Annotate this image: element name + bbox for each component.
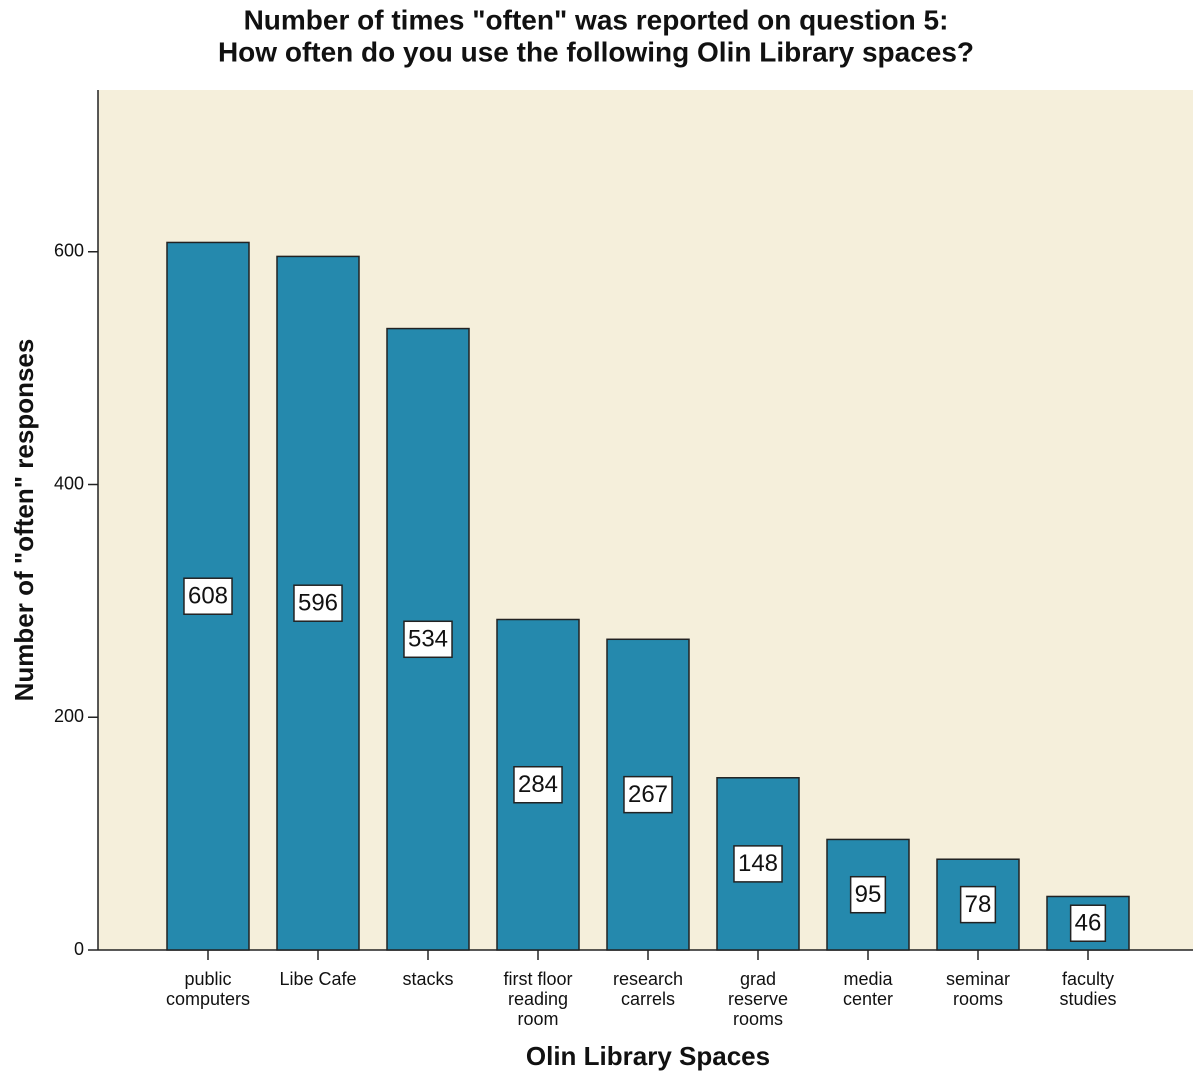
- y-axis-label: Number of "often" responses: [9, 339, 39, 702]
- x-tick-label: stacks: [402, 969, 453, 989]
- y-tick-label: 600: [54, 241, 84, 261]
- value-label: 78: [965, 891, 992, 918]
- value-label-box: [513, 765, 563, 804]
- value-label: 148: [738, 850, 778, 877]
- value-label-box: [849, 875, 887, 914]
- value-label-box: [623, 775, 673, 814]
- value-label: 608: [188, 583, 228, 610]
- y-tick-label: 400: [54, 473, 84, 493]
- value-label-group: 596: [293, 584, 343, 622]
- value-label-group: 46: [1069, 904, 1107, 942]
- value-label: 267: [628, 781, 668, 808]
- value-label-group: 78: [959, 885, 997, 924]
- value-label-box: [733, 845, 783, 883]
- value-label-group: 267: [623, 775, 673, 814]
- value-label: 284: [518, 771, 558, 798]
- value-label-group: 148: [733, 845, 783, 883]
- value-label-group: 284: [513, 765, 563, 804]
- value-label: 596: [298, 590, 338, 617]
- x-tick-label: faculty studies: [1059, 969, 1116, 1009]
- x-tick-label: media center: [843, 969, 894, 1009]
- value-label-group: 608: [183, 577, 233, 615]
- x-tick-label: research carrels: [613, 969, 683, 1009]
- x-tick-label: public computers: [166, 969, 250, 1009]
- x-axis-label: Olin Library Spaces: [526, 1041, 770, 1071]
- x-tick-label: grad reserve rooms: [728, 969, 788, 1029]
- value-label-box: [959, 885, 997, 924]
- x-tick-label: Libe Cafe: [279, 969, 356, 989]
- value-label-box: [1069, 904, 1107, 942]
- value-label-group: 95: [849, 875, 887, 914]
- chart-title: Number of times "often" was reported on …: [244, 4, 949, 35]
- x-tick-label: first floor reading room: [503, 969, 572, 1029]
- value-label-box: [293, 584, 343, 622]
- value-label: 46: [1075, 910, 1102, 937]
- y-tick-label: 0: [74, 939, 84, 959]
- value-label-box: [403, 620, 453, 659]
- y-tick-label: 200: [54, 706, 84, 726]
- value-label-group: 534: [403, 620, 453, 659]
- value-label: 534: [408, 626, 448, 653]
- value-label-box: [183, 577, 233, 615]
- value-label: 95: [855, 881, 882, 908]
- chart-title: How often do you use the following Olin …: [218, 36, 974, 67]
- x-tick-label: seminar rooms: [946, 969, 1010, 1009]
